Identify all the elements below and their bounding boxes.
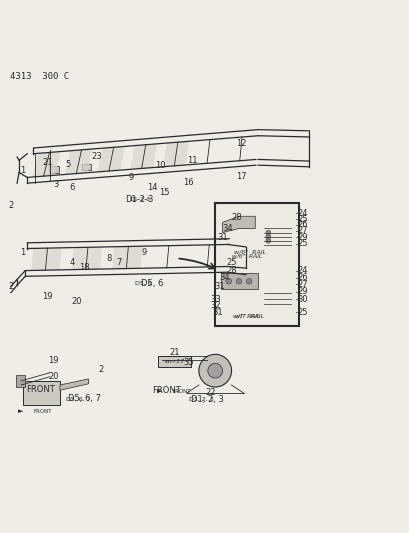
Polygon shape — [222, 216, 255, 232]
Text: 19: 19 — [42, 292, 53, 301]
Text: 2: 2 — [8, 201, 13, 209]
Text: D1-2-3: D1-2-3 — [129, 197, 150, 201]
Text: 24: 24 — [296, 209, 307, 218]
Text: 4: 4 — [70, 258, 75, 267]
Circle shape — [236, 278, 241, 284]
Text: 28: 28 — [226, 266, 236, 275]
Text: 1: 1 — [20, 166, 26, 175]
Text: 20: 20 — [48, 373, 59, 381]
Text: 25: 25 — [226, 258, 236, 267]
Circle shape — [265, 234, 270, 239]
Polygon shape — [32, 151, 61, 177]
Text: 31: 31 — [213, 281, 224, 290]
Polygon shape — [112, 246, 142, 269]
Polygon shape — [65, 149, 92, 174]
Text: D1, 2, 3: D1, 2, 3 — [188, 397, 213, 402]
Circle shape — [198, 354, 231, 387]
Text: 25: 25 — [296, 215, 307, 224]
Text: FRONT: FRONT — [33, 409, 52, 414]
Text: D5, 6: D5, 6 — [140, 279, 163, 288]
Text: 21: 21 — [42, 158, 53, 167]
Text: 31: 31 — [217, 233, 227, 243]
Text: 10: 10 — [155, 160, 165, 169]
Polygon shape — [162, 141, 189, 167]
Text: 7: 7 — [116, 258, 121, 267]
Text: 21: 21 — [169, 348, 179, 357]
Text: 22: 22 — [205, 388, 216, 397]
Circle shape — [265, 238, 270, 243]
Text: 8: 8 — [106, 254, 111, 263]
Text: 9: 9 — [141, 248, 146, 257]
Text: D5, 6, 7: D5, 6, 7 — [68, 394, 101, 403]
Text: ►: ► — [157, 388, 162, 394]
Text: 28: 28 — [231, 213, 241, 222]
Polygon shape — [60, 379, 88, 390]
Text: 12: 12 — [236, 140, 246, 148]
Text: w/T  RAIL: w/T RAIL — [234, 314, 263, 319]
Bar — [16, 375, 25, 387]
Text: em-17: em-17 — [164, 359, 184, 364]
Text: 15: 15 — [159, 189, 169, 197]
Text: 14: 14 — [146, 183, 157, 192]
Text: 25: 25 — [296, 308, 307, 317]
Text: 1: 1 — [20, 248, 26, 257]
Text: 18: 18 — [79, 263, 90, 272]
Text: FRONT: FRONT — [151, 386, 180, 395]
Circle shape — [225, 278, 231, 284]
Text: 3: 3 — [53, 180, 58, 189]
Text: 24: 24 — [296, 266, 307, 275]
Bar — [215, 203, 298, 326]
Text: w/6"  RAIL: w/6" RAIL — [231, 253, 261, 259]
Text: 26: 26 — [296, 273, 307, 282]
Text: 35: 35 — [183, 358, 193, 367]
Circle shape — [207, 364, 222, 378]
Text: D5, 6, 7: D5, 6, 7 — [66, 397, 90, 401]
Text: 5: 5 — [65, 160, 71, 169]
Text: 19: 19 — [48, 356, 59, 365]
Text: 4313  300 C: 4313 300 C — [10, 72, 69, 82]
Polygon shape — [72, 247, 102, 270]
Polygon shape — [97, 147, 125, 172]
Text: ►: ► — [18, 409, 24, 415]
Text: 2: 2 — [98, 365, 103, 374]
Text: 11: 11 — [187, 156, 198, 165]
Text: 9: 9 — [128, 173, 134, 182]
Text: 23: 23 — [91, 152, 102, 160]
Text: D5, 6: D5, 6 — [135, 281, 152, 286]
Circle shape — [265, 230, 270, 235]
Text: 34: 34 — [222, 224, 232, 233]
Text: 6: 6 — [70, 183, 75, 192]
Polygon shape — [130, 144, 157, 169]
Text: 20: 20 — [71, 297, 81, 306]
Text: w/6"  RAIL: w/6" RAIL — [233, 249, 265, 254]
Text: 17: 17 — [236, 172, 247, 181]
Circle shape — [246, 278, 252, 284]
Text: D1-2-3: D1-2-3 — [125, 195, 153, 204]
Text: 33: 33 — [210, 295, 221, 304]
Text: 30: 30 — [296, 295, 307, 304]
Text: 34: 34 — [218, 273, 229, 282]
Bar — [221, 273, 258, 289]
Text: 25: 25 — [296, 239, 307, 248]
Text: 2: 2 — [8, 282, 13, 292]
Text: 32: 32 — [210, 301, 221, 310]
Text: 29: 29 — [296, 232, 307, 241]
Bar — [49, 166, 58, 173]
Text: 29: 29 — [296, 287, 307, 296]
Text: 26: 26 — [296, 220, 307, 229]
Text: D1, 2, 3: D1, 2, 3 — [190, 395, 223, 404]
Polygon shape — [31, 248, 61, 270]
Text: 31: 31 — [212, 308, 223, 317]
Text: FRONT: FRONT — [26, 385, 55, 394]
Text: 27: 27 — [296, 280, 307, 288]
Bar — [81, 164, 91, 170]
Text: 27: 27 — [296, 226, 307, 235]
Bar — [23, 381, 60, 406]
Text: 16: 16 — [183, 178, 193, 187]
Bar — [157, 357, 190, 367]
Text: FRONT: FRONT — [172, 389, 190, 394]
Text: w/T  RAIL: w/T RAIL — [233, 313, 260, 318]
